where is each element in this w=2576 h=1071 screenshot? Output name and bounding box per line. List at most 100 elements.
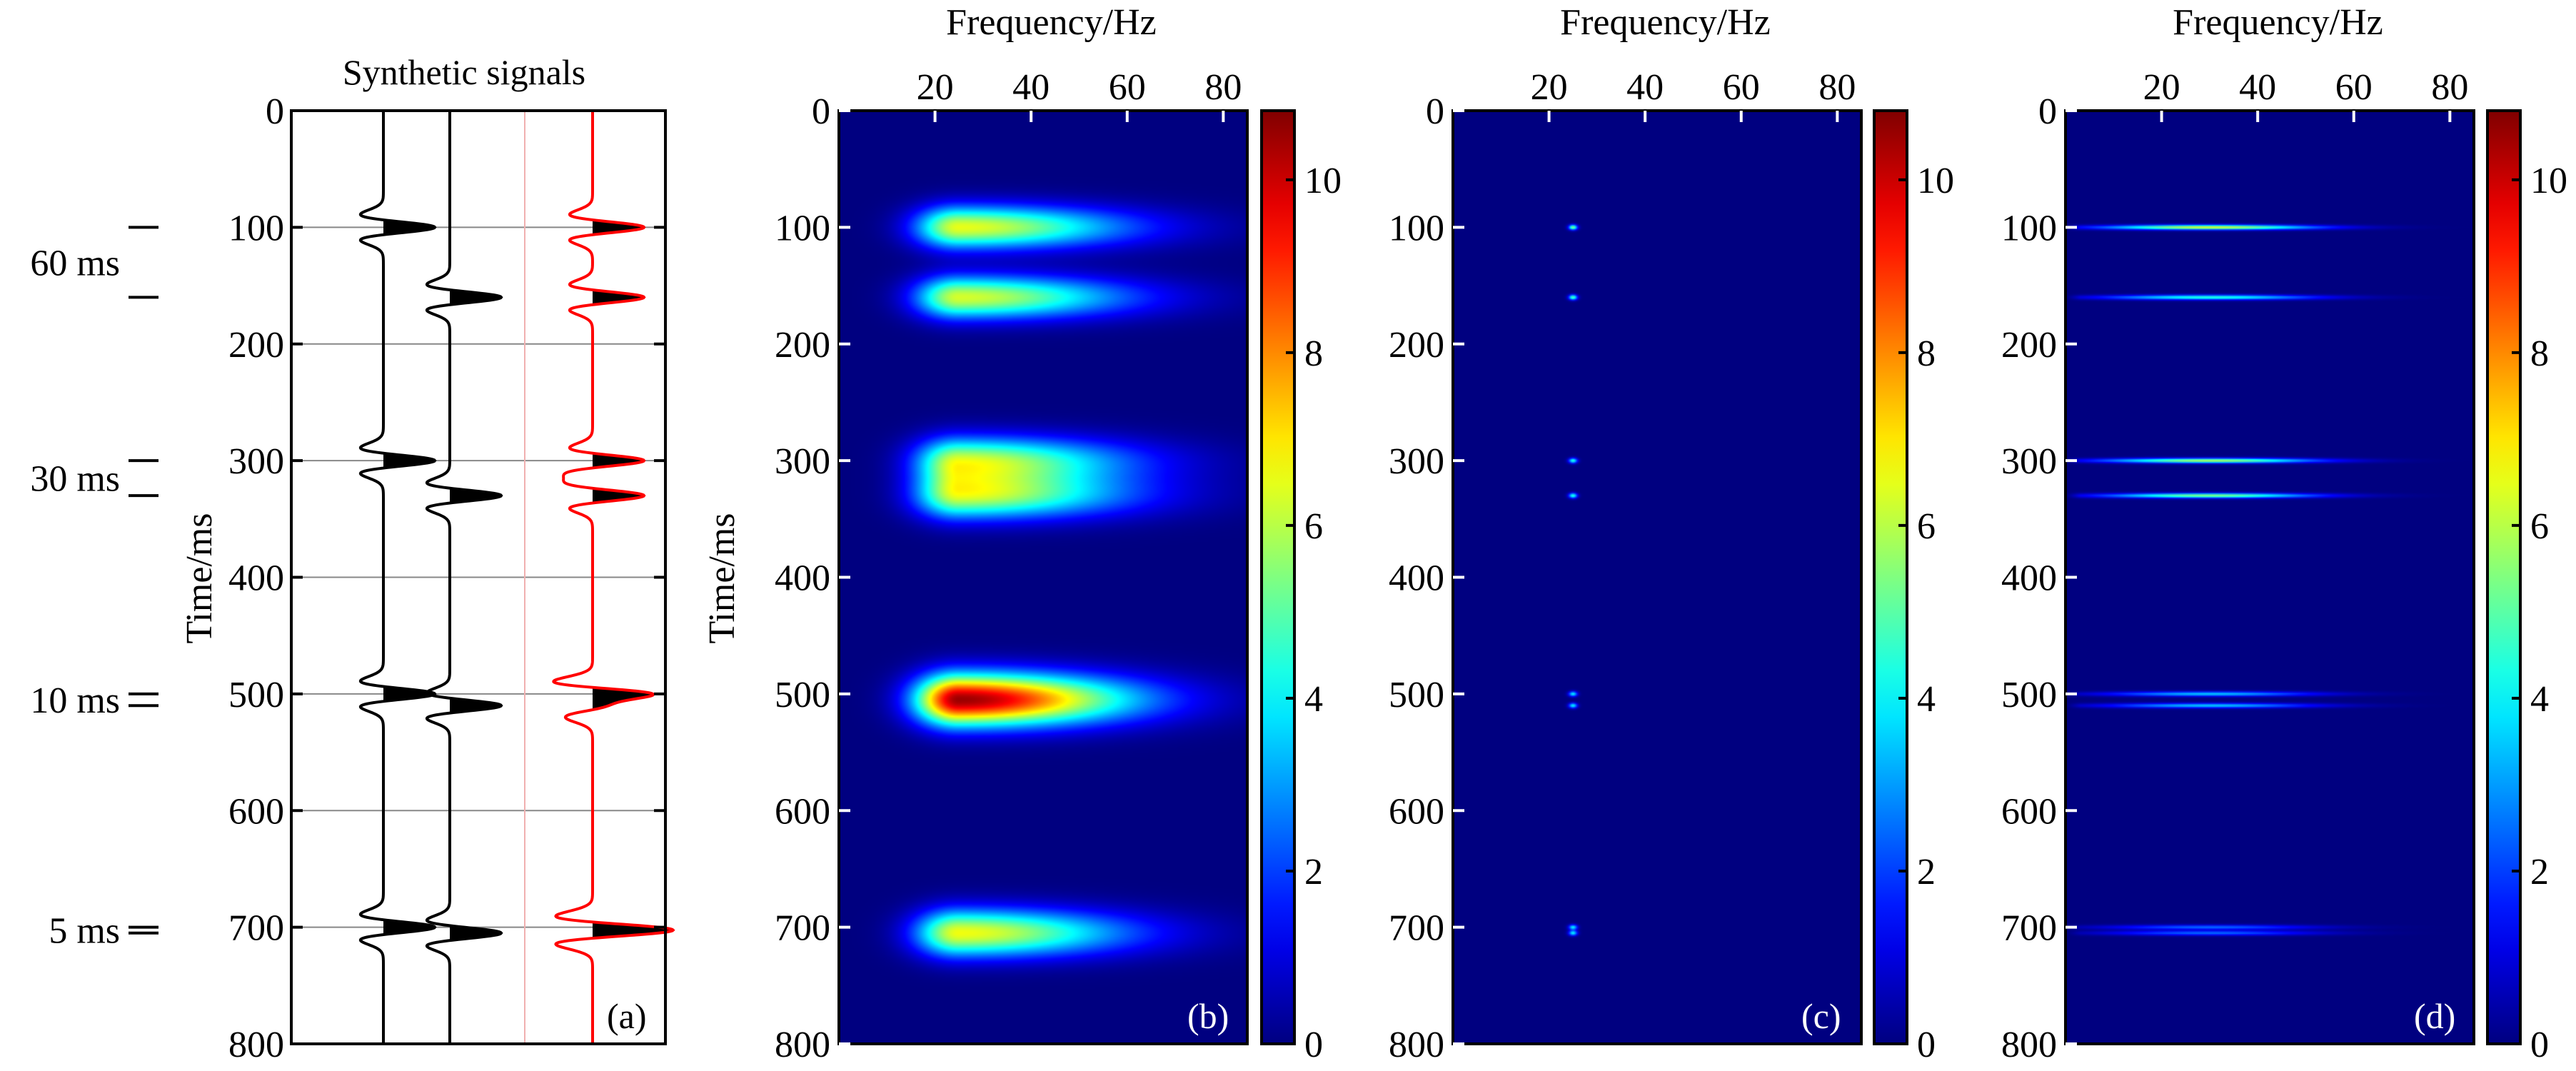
- trace-line: [358, 111, 437, 1044]
- colorbar-tick-label: 10: [2530, 161, 2567, 201]
- colorbar-tick-label: 4: [1917, 679, 1936, 720]
- y-tick-label: 200: [228, 325, 284, 366]
- y-tick-label: 700: [2001, 908, 2057, 949]
- colorbar-tick-label: 8: [2530, 333, 2549, 374]
- colorbar-scale: [2486, 109, 2522, 1045]
- y-tick-label: 300: [2001, 441, 2057, 482]
- separation-annotation: 5 ms: [49, 911, 159, 952]
- colorbar-tick-label: 10: [1917, 161, 1954, 201]
- y-tick-label: 700: [775, 908, 830, 949]
- y-tick-label: 0: [2038, 91, 2057, 132]
- colorbar-tick-label: 2: [2530, 852, 2549, 892]
- y-tick-label: 400: [228, 558, 284, 599]
- colorbar: 0 2 4 6 8 10: [1873, 109, 1954, 1065]
- y-tick-label: 200: [2001, 325, 2057, 366]
- y-tick-label: 500: [2001, 675, 2057, 715]
- colorbar-tick-label: 8: [1304, 333, 1323, 374]
- colorbar-tick-label: 6: [1304, 506, 1323, 547]
- y-tick-label: 300: [228, 441, 284, 482]
- y-tick-label: 800: [2001, 1025, 2057, 1065]
- y-tick-label: 100: [1389, 208, 1444, 248]
- colorbar: 0 2 4 6 8 10: [2486, 109, 2567, 1065]
- colorbar-tick-label: 4: [1304, 679, 1323, 720]
- panel-letter: (c): [1801, 996, 1841, 1036]
- y-tick-label: 600: [228, 791, 284, 832]
- colorbar-scale: [1873, 109, 1908, 1045]
- x-tick-label: 60: [1109, 67, 1146, 108]
- x-axis-label: Frequency/Hz: [2173, 2, 2383, 43]
- y-tick-label: 700: [1389, 908, 1444, 949]
- y-axis-label: Time/ms: [702, 513, 743, 643]
- x-tick-label: 40: [2239, 67, 2276, 108]
- y-tick-label: 300: [1389, 441, 1444, 482]
- x-tick-label: 60: [2335, 67, 2373, 108]
- trace-line: [425, 111, 503, 1044]
- x-tick-label: 80: [2431, 67, 2468, 108]
- y-tick-label: 600: [2001, 791, 2057, 832]
- y-tick-label: 500: [228, 675, 284, 715]
- x-tick-label: 40: [1012, 67, 1050, 108]
- colorbar-tick-label: 6: [2530, 506, 2549, 547]
- separation-annotation: 30 ms: [30, 459, 159, 500]
- colorbar-tick-label: 8: [1917, 333, 1936, 374]
- colorbar: 0 2 4 6 8 10: [1260, 109, 1342, 1065]
- colorbar-tick-label: 10: [1304, 161, 1342, 201]
- colorbar-scale: [1260, 109, 1296, 1045]
- x-axis-label: Frequency/Hz: [1560, 2, 1771, 43]
- colorbar-tick-label: 2: [1304, 852, 1323, 892]
- trace-2: [425, 111, 503, 1044]
- y-tick-label: 100: [775, 208, 830, 248]
- colorbar-tick-label: 0: [2530, 1025, 2549, 1065]
- y-tick-label: 400: [1389, 558, 1444, 599]
- y-tick-label: 600: [775, 791, 830, 832]
- trace-line: [552, 111, 675, 1044]
- y-tick-label: 600: [1389, 791, 1444, 832]
- trace-1: [358, 111, 437, 1044]
- x-tick-label: 60: [1723, 67, 1760, 108]
- x-tick-label: 40: [1626, 67, 1664, 108]
- separation-annotation: 10 ms: [30, 680, 159, 721]
- x-tick-label: 20: [917, 67, 954, 108]
- y-tick-label: 0: [266, 91, 284, 132]
- y-tick-label: 800: [228, 1025, 284, 1065]
- y-tick-label: 100: [2001, 208, 2057, 248]
- colorbar-tick-label: 6: [1917, 506, 1936, 547]
- separation-label: 5 ms: [49, 911, 120, 952]
- colorbar-tick-label: 0: [1304, 1025, 1323, 1065]
- y-tick-label: 700: [228, 908, 284, 949]
- spectrogram-image: [2066, 111, 2474, 1044]
- y-tick-label: 800: [1389, 1025, 1444, 1065]
- colorbar-tick-label: 2: [1917, 852, 1936, 892]
- y-tick-label: 200: [775, 325, 830, 366]
- x-tick-label: 80: [1818, 67, 1856, 108]
- y-tick-label: 800: [775, 1025, 830, 1065]
- x-tick-label: 80: [1204, 67, 1242, 108]
- y-axis-label: Time/ms: [179, 513, 220, 643]
- panel-letter: (d): [2414, 996, 2455, 1036]
- spectrogram-image: [1453, 111, 1861, 1044]
- trace-3: [552, 111, 675, 1044]
- y-tick-label: 400: [2001, 558, 2057, 599]
- colorbar-tick-label: 4: [2530, 679, 2549, 720]
- separation-label: 60 ms: [30, 243, 120, 283]
- y-tick-label: 200: [1389, 325, 1444, 366]
- spectrogram-image: [839, 111, 1247, 1044]
- separation-label: 30 ms: [30, 459, 120, 500]
- panel-letter: (a): [607, 996, 647, 1036]
- x-tick-label: 20: [2143, 67, 2180, 108]
- y-tick-label: 0: [812, 91, 830, 132]
- x-axis-label: Frequency/Hz: [946, 2, 1157, 43]
- colorbar-tick-label: 0: [1917, 1025, 1936, 1065]
- y-tick-label: 100: [228, 208, 284, 248]
- panel-a: 0 100 200 300 400 500 600 700 800 Synthetic signa…: [179, 52, 675, 1065]
- y-tick-label: 0: [1426, 91, 1444, 132]
- separation-annotation: 60 ms: [30, 226, 159, 299]
- separation-label: 10 ms: [30, 680, 120, 721]
- x-tick-label: 20: [1531, 67, 1568, 108]
- y-tick-label: 300: [775, 441, 830, 482]
- y-tick-label: 500: [775, 675, 830, 715]
